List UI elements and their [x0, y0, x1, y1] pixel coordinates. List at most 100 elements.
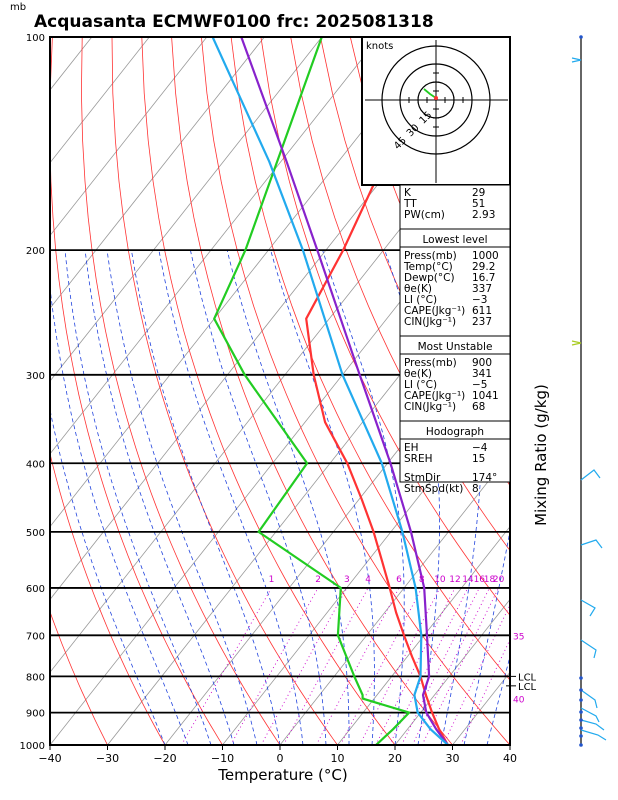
index-value: 337 — [472, 283, 492, 295]
index-label: EH — [404, 442, 419, 454]
x-axis-label: Temperature (°C) — [217, 766, 347, 784]
index-label: CAPE(Jkg⁻¹) — [404, 390, 465, 402]
wind-barb — [580, 539, 603, 549]
index-value: 174° — [472, 472, 497, 484]
mixing-ratio-line — [283, 587, 369, 745]
index-value: −5 — [472, 379, 487, 391]
index-value: 8 — [472, 483, 479, 495]
theta-e-labels: 35 40 — [513, 632, 525, 705]
wind-barb — [580, 707, 600, 723]
mixing-ratio-axis-label: Mixing Ratio (g/kg) — [532, 384, 550, 526]
wind-level-marker — [579, 726, 583, 730]
index-label: SREH — [404, 453, 433, 465]
indices-panel: K 29 TT 51 PW(cm) 2.93 Lowest level Press(mb) 10… — [399, 184, 511, 495]
moist-adiabat-line — [226, 250, 350, 745]
isotherm-line — [50, 37, 380, 455]
mixing-ratio-line — [460, 638, 510, 745]
pressure-tick-label: 600 — [26, 584, 45, 595]
dry-adiabat-line — [50, 452, 166, 745]
index-label: Temp(°C) — [403, 261, 453, 273]
dry-adiabat-line — [111, 37, 338, 745]
temperature-tick-label: −30 — [96, 752, 119, 765]
panel-heading: Hodograph — [426, 426, 484, 438]
pressure-tick-label: 400 — [26, 459, 45, 470]
wind-level-marker — [579, 698, 583, 702]
isotherm-line — [509, 744, 510, 745]
dry-adiabat-line — [201, 37, 510, 745]
pressure-tick-label: 700 — [26, 631, 45, 642]
wind-barb — [580, 719, 607, 741]
hodograph-ring — [381, 45, 491, 155]
storm-motion-marker — [434, 96, 438, 100]
index-value: −3 — [472, 294, 487, 306]
panel-heading: Most Unstable — [418, 341, 493, 353]
background-lines — [50, 37, 618, 745]
sounding-profiles — [211, 37, 456, 745]
dry-adiabat-line — [589, 37, 618, 745]
pressure-tick-label: 200 — [26, 246, 45, 257]
temperature-tick-label: 30 — [446, 752, 460, 765]
moist-adiabat-line — [64, 250, 212, 745]
temperature-tick-label: −20 — [153, 752, 176, 765]
profile-line-parcel-lowest-level- — [240, 37, 449, 745]
mixing-ratio-label: 1 — [269, 575, 275, 585]
wind-barb — [571, 57, 582, 63]
moist-adiabat-line — [486, 654, 510, 745]
mixing-ratio-line — [340, 587, 423, 745]
dry-adiabat-line — [141, 37, 396, 745]
mixing-ratio-label: 10 — [434, 575, 446, 585]
index-value: 900 — [472, 357, 492, 369]
moist-adiabat-line — [270, 249, 375, 745]
dry-adiabat-line — [559, 37, 618, 745]
pressure-tick-label: 500 — [26, 528, 45, 539]
wind-level-marker — [579, 676, 583, 680]
index-label: CIN(Jkg⁻¹) — [404, 401, 456, 413]
wind-barb — [580, 639, 597, 659]
dry-adiabat-line — [260, 37, 510, 616]
moist-adiabat-line — [463, 528, 510, 745]
profile-line-dewpoint — [213, 37, 411, 745]
mixing-ratio-label: 16 — [474, 575, 486, 585]
index-label: Press(mb) — [404, 357, 457, 369]
index-value: 68 — [472, 401, 485, 413]
index-label: K — [404, 187, 412, 199]
mixing-ratio-label: 4 — [365, 575, 371, 585]
moist-adiabat-line — [190, 250, 327, 745]
mixing-ratio-line — [442, 604, 510, 745]
moist-adiabat-line — [509, 743, 510, 745]
isotherm-line — [50, 37, 150, 164]
dry-adiabat-line — [50, 37, 223, 745]
mixing-ratio-label: 8 — [419, 575, 425, 585]
wind-level-marker — [579, 734, 583, 738]
mixing-ratio-label: 18 — [484, 575, 496, 585]
mixing-ratio-line — [230, 587, 319, 745]
temperature-tick-label: −10 — [211, 752, 234, 765]
index-label: Press(mb) — [404, 250, 457, 262]
chart-title: Acquasanta ECMWF0100 frc: 2025081318 — [34, 12, 434, 32]
index-value: 611 — [472, 305, 492, 317]
moist-adiabat-line — [84, 250, 235, 745]
y-axis: 100 200 300 400 500 600 700 800 900 1000 — [20, 33, 45, 752]
index-label: TT — [403, 198, 417, 210]
mixing-ratio-label: 14 — [462, 575, 474, 585]
index-label: StmSpd(kt) — [404, 483, 463, 495]
index-value: 15 — [472, 453, 485, 465]
index-value: 1041 — [472, 390, 499, 402]
pressure-tick-label: 900 — [26, 709, 45, 720]
temperature-tick-label: −40 — [38, 752, 61, 765]
wind-level-marker — [579, 710, 583, 714]
isotherm-line — [50, 162, 510, 745]
theta-e-label: 35 — [513, 632, 524, 642]
pressure-unit-label: mb — [10, 2, 26, 13]
index-label: StmDir — [404, 472, 441, 484]
moist-adiabat-line — [106, 250, 258, 745]
profile-line-temperature — [305, 37, 456, 745]
theta-e-label: 40 — [513, 696, 525, 706]
wind-level-marker — [579, 718, 583, 722]
wind-barb — [571, 340, 582, 346]
index-value: 237 — [472, 316, 492, 328]
